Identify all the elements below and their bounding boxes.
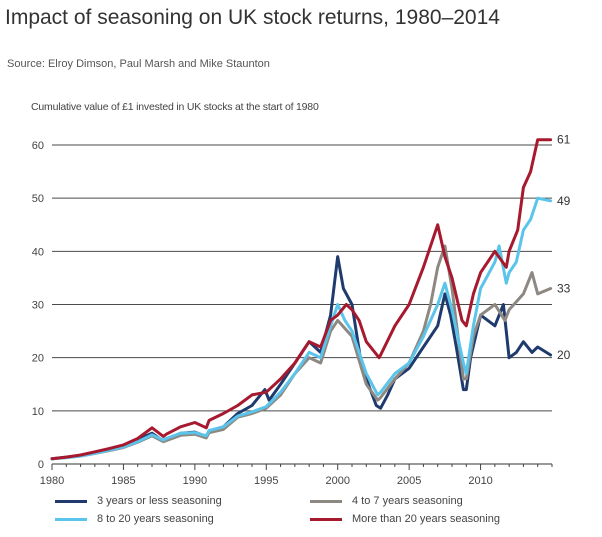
y-tick-label: 60 (32, 140, 44, 152)
chart-subtitle: Cumulative value of £1 invested in UK st… (31, 101, 319, 113)
legend-item: More than 20 years seasoning (310, 513, 500, 525)
x-tick-label: 1985 (111, 475, 135, 487)
x-tick-label: 2000 (325, 475, 349, 487)
y-tick-label: 0 (38, 459, 44, 471)
legend-item: 3 years or less seasoning (55, 495, 222, 507)
x-tick-label: 2010 (468, 475, 492, 487)
series-end-label: 49 (557, 194, 571, 208)
tick-labels: 0 10 20 30 40 50 60 1980 1985 1990 1995 2000 2005 201… (32, 133, 571, 487)
series-end-label: 61 (557, 133, 571, 147)
x-tick-label: 1990 (183, 475, 207, 487)
legend-label: 4 to 7 years seasoning (352, 495, 463, 507)
x-tick-label: 1980 (40, 475, 64, 487)
legend-label: 8 to 20 years seasoning (97, 513, 214, 525)
legend-swatch (55, 499, 87, 503)
legend-swatch (55, 517, 87, 521)
y-tick-label: 20 (32, 353, 44, 365)
x-tick-label: 2005 (397, 475, 421, 487)
series-line-4 (50, 138, 553, 461)
legend-swatch (310, 499, 342, 503)
legend-label: More than 20 years seasoning (352, 513, 500, 525)
chart-title: Impact of seasoning on UK stock returns,… (5, 6, 500, 29)
grid-lines (52, 144, 552, 412)
series-end-label: 33 (557, 282, 571, 296)
legend-label: 3 years or less seasoning (97, 495, 222, 507)
x-tick-label: 1995 (254, 475, 278, 487)
y-tick-label: 30 (32, 300, 44, 312)
series-end-label: 20 (557, 348, 571, 362)
axes (51, 463, 553, 470)
y-tick-label: 40 (32, 246, 44, 258)
legend-item: 8 to 20 years seasoning (55, 513, 214, 525)
y-tick-label: 50 (32, 193, 44, 205)
legend-item: 4 to 7 years seasoning (310, 495, 463, 507)
y-tick-label: 10 (32, 406, 44, 418)
chart-source: Source: Elroy Dimson, Paul Marsh and Mik… (7, 58, 270, 70)
series-lines (50, 138, 553, 461)
legend-swatch (310, 517, 342, 521)
